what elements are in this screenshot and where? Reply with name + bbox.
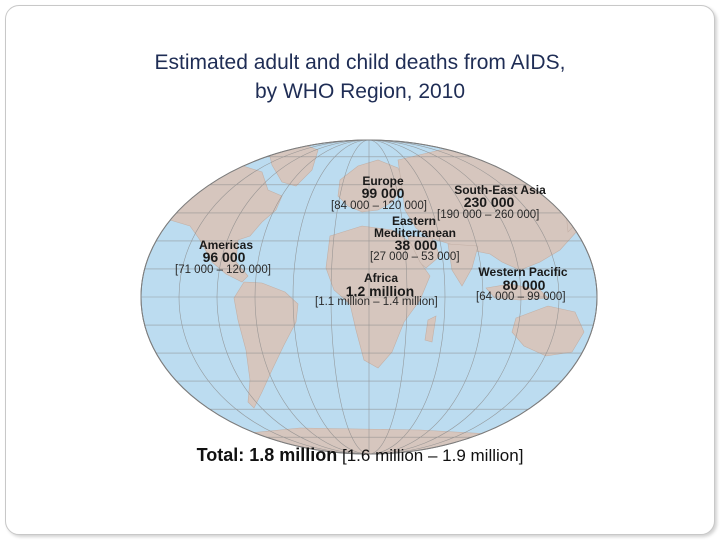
europe-landmass bbox=[337, 159, 406, 213]
total-range: [1.6 million – 1.9 million] bbox=[342, 446, 524, 465]
emr-name-line2: Mediterranean bbox=[373, 226, 457, 240]
total-line: Total: 1.8 million [1.6 million – 1.9 mi… bbox=[0, 445, 720, 466]
sea-name: South-East Asia bbox=[454, 183, 546, 197]
map-title-line1: Estimated adult and child deaths from AI… bbox=[154, 51, 566, 74]
africa-name: Africa bbox=[363, 271, 398, 285]
americas-value: 96 000 bbox=[202, 249, 246, 265]
europe-name: Europe bbox=[362, 174, 404, 188]
wpr-name: Western Pacific bbox=[478, 265, 568, 279]
south-america-landmass bbox=[233, 281, 299, 409]
americas-range: [71 000 – 120 000] bbox=[175, 264, 271, 276]
wpr-value: 80 000 bbox=[502, 277, 546, 293]
total-label: Total: 1.8 million bbox=[196, 445, 338, 465]
americas-name: Americas bbox=[198, 238, 254, 252]
japan-landmass bbox=[565, 203, 579, 233]
sea-value: 230 000 bbox=[463, 194, 515, 210]
india-landmass bbox=[447, 243, 479, 287]
new-zealand-landmass bbox=[587, 347, 597, 373]
africa-value: 1.2 million bbox=[345, 283, 415, 299]
globe-outline bbox=[140, 139, 598, 455]
map-title-line2: by WHO Region, 2010 bbox=[254, 80, 466, 103]
europe-range: [84 000 – 120 000] bbox=[331, 200, 427, 212]
emr-range: [27 000 – 53 000] bbox=[370, 251, 460, 263]
madagascar-landmass bbox=[424, 315, 437, 343]
emr-name-line1: Eastern bbox=[391, 214, 437, 228]
emr-value: 38 000 bbox=[394, 237, 438, 253]
indonesia-landmass bbox=[485, 283, 549, 301]
europe-value: 99 000 bbox=[361, 185, 405, 201]
wpr-range: [64 000 – 99 000] bbox=[476, 291, 566, 303]
africa-range: [1.1 million – 1.4 million] bbox=[315, 296, 438, 308]
sea-range: [190 000 – 260 000] bbox=[437, 209, 540, 221]
